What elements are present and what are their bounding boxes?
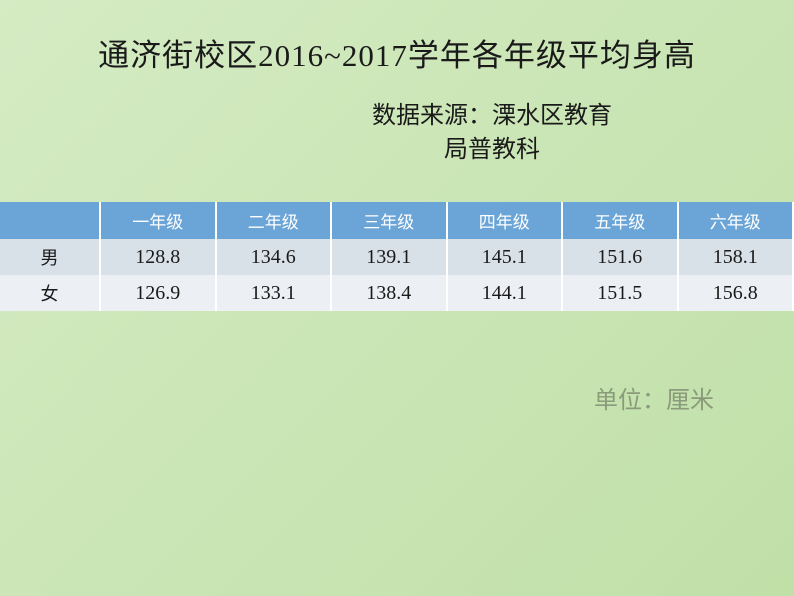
row-label-cell: 男: [0, 239, 100, 275]
table-header-cell: 二年级: [216, 202, 332, 239]
data-cell: 151.6: [562, 239, 678, 275]
source-line-1: 数据来源：溧水区教育: [372, 103, 612, 129]
data-cell: 156.8: [678, 275, 794, 311]
data-cell: 158.1: [678, 239, 794, 275]
data-cell: 144.1: [447, 275, 563, 311]
data-cell: 134.6: [216, 239, 332, 275]
source-line-2: 局普教科: [444, 137, 540, 163]
data-source: 数据来源：溧水区教育 局普教科: [250, 100, 734, 167]
table-header-cell: 六年级: [678, 202, 794, 239]
unit-label: 单位：厘米: [594, 380, 714, 415]
table-header-row: 一年级二年级三年级四年级五年级六年级: [0, 202, 793, 239]
table-header-cell: 一年级: [100, 202, 216, 239]
table-row: 男128.8134.6139.1145.1151.6158.1: [0, 239, 793, 275]
data-cell: 138.4: [331, 275, 447, 311]
height-data-table: 一年级二年级三年级四年级五年级六年级 男128.8134.6139.1145.1…: [0, 202, 794, 311]
page-title: 通济街校区2016~2017学年各年级平均身高: [0, 30, 794, 75]
data-cell: 151.5: [562, 275, 678, 311]
table-header-cell: 三年级: [331, 202, 447, 239]
data-cell: 126.9: [100, 275, 216, 311]
data-cell: 139.1: [331, 239, 447, 275]
table-row: 女126.9133.1138.4144.1151.5156.8: [0, 275, 793, 311]
data-cell: 128.8: [100, 239, 216, 275]
table-body: 男128.8134.6139.1145.1151.6158.1女126.9133…: [0, 239, 793, 311]
data-cell: 133.1: [216, 275, 332, 311]
data-cell: 145.1: [447, 239, 563, 275]
table-header-cell: 四年级: [447, 202, 563, 239]
slide-container: 通济街校区2016~2017学年各年级平均身高 数据来源：溧水区教育 局普教科 …: [0, 0, 794, 596]
table-header-cell: [0, 202, 100, 239]
table-header-cell: 五年级: [562, 202, 678, 239]
row-label-cell: 女: [0, 275, 100, 311]
